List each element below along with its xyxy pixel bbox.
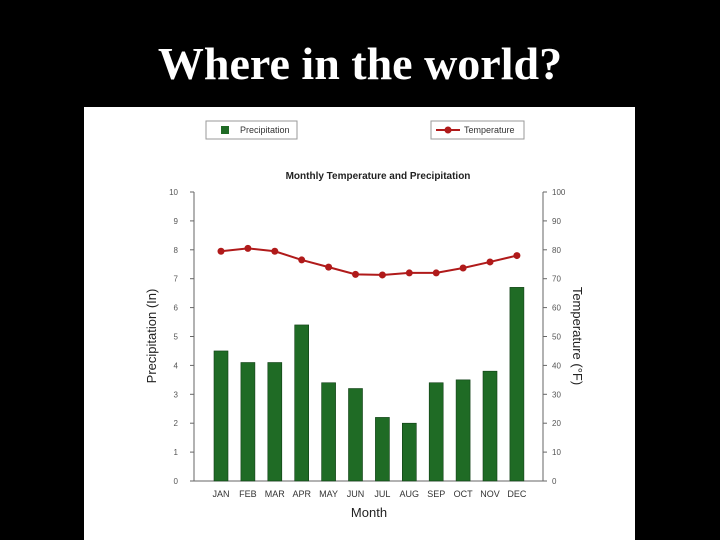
climate-chart: Precipitation Temperature Monthly Temper…	[144, 120, 585, 520]
temperature-point	[432, 269, 440, 277]
right-tick-label: 10	[552, 448, 561, 457]
precipitation-bar	[482, 370, 498, 482]
left-tick-label: 9	[174, 217, 179, 226]
legend-precipitation: Precipitation	[205, 120, 298, 140]
legend-temperature-box	[430, 120, 525, 140]
left-tick-label: 5	[174, 333, 179, 342]
temperature-line-series	[217, 244, 521, 279]
right-tick-label: 40	[552, 361, 561, 370]
temperature-point	[217, 247, 225, 255]
precipitation-bar	[509, 287, 525, 482]
chart-panel: Precipitation Temperature Monthly Temper…	[84, 107, 635, 540]
temperature-point	[513, 252, 521, 260]
month-label: OCT	[454, 489, 474, 499]
precipitation-bar	[428, 382, 444, 482]
left-tick-label: 2	[174, 419, 179, 428]
left-tick-label: 3	[174, 390, 179, 399]
precipitation-bar	[240, 362, 256, 482]
right-axis-ticks: 0 10 20 30 40 50 60 70 80 90 100	[543, 188, 566, 486]
temperature-point	[459, 264, 467, 272]
right-tick-label: 50	[552, 333, 561, 342]
right-tick-label: 0	[552, 477, 557, 486]
month-label: APR	[292, 489, 311, 499]
month-label: MAR	[265, 489, 286, 499]
legend-precipitation-swatch	[221, 126, 229, 134]
month-label: JUN	[347, 489, 365, 499]
month-label: JUL	[374, 489, 390, 499]
precipitation-bar	[401, 422, 417, 482]
left-tick-label: 10	[169, 188, 178, 197]
left-tick-label: 4	[174, 361, 179, 370]
temperature-point	[298, 256, 306, 264]
temperature-point	[405, 269, 413, 277]
precipitation-bar	[348, 388, 363, 482]
right-tick-label: 60	[552, 304, 561, 313]
month-label: NOV	[480, 489, 500, 499]
left-tick-label: 7	[174, 275, 179, 284]
chart-title: Monthly Temperature and Precipitation	[286, 171, 471, 182]
legend-temperature: Temperature	[430, 120, 525, 140]
legend-temperature-marker	[444, 126, 452, 134]
temperature-point	[271, 247, 279, 255]
y-right-axis-title: Temperature (°F)	[570, 287, 585, 385]
temperature-point	[352, 270, 359, 278]
right-tick-label: 30	[552, 390, 561, 399]
slide-title: Where in the world?	[157, 38, 563, 89]
month-label: MAY	[319, 489, 338, 499]
temperature-line	[220, 247, 518, 276]
legend-temperature-label: Temperature	[464, 125, 515, 135]
month-labels: JAN FEB MAR APR MAY JUN JUL AUG SEP OCT NOV DEC	[212, 489, 526, 499]
precipitation-bars	[213, 287, 525, 482]
precipitation-bar	[321, 382, 336, 482]
x-axis-title: Month	[351, 505, 387, 520]
y-left-axis-title: Precipitation (In)	[144, 289, 159, 384]
left-tick-label: 1	[174, 448, 179, 457]
left-tick-label: 8	[174, 246, 179, 255]
precipitation-bar	[375, 417, 390, 482]
month-label: DEC	[507, 489, 527, 499]
temperature-point	[486, 258, 494, 266]
legend-precipitation-label: Precipitation	[240, 125, 290, 135]
temperature-point	[244, 244, 252, 252]
left-tick-label: 6	[174, 304, 179, 313]
month-label: SEP	[427, 489, 445, 499]
legend-precipitation-box	[205, 120, 298, 140]
month-label: FEB	[239, 489, 257, 499]
precipitation-bar	[213, 350, 229, 482]
left-axis-ticks: 0 1 2 3 4 5 6 7 8 9 10	[169, 188, 194, 486]
left-tick-label: 0	[174, 477, 179, 486]
month-label: JAN	[212, 489, 229, 499]
precipitation-bar	[294, 324, 309, 482]
precipitation-bar	[267, 362, 283, 482]
right-tick-label: 80	[552, 246, 561, 255]
precipitation-bar	[455, 379, 471, 482]
month-label: AUG	[400, 489, 420, 499]
right-tick-label: 70	[552, 275, 561, 284]
right-tick-label: 100	[552, 188, 566, 197]
right-tick-label: 20	[552, 419, 561, 428]
temperature-point	[378, 271, 386, 279]
right-tick-label: 90	[552, 217, 561, 226]
temperature-point	[325, 263, 333, 271]
